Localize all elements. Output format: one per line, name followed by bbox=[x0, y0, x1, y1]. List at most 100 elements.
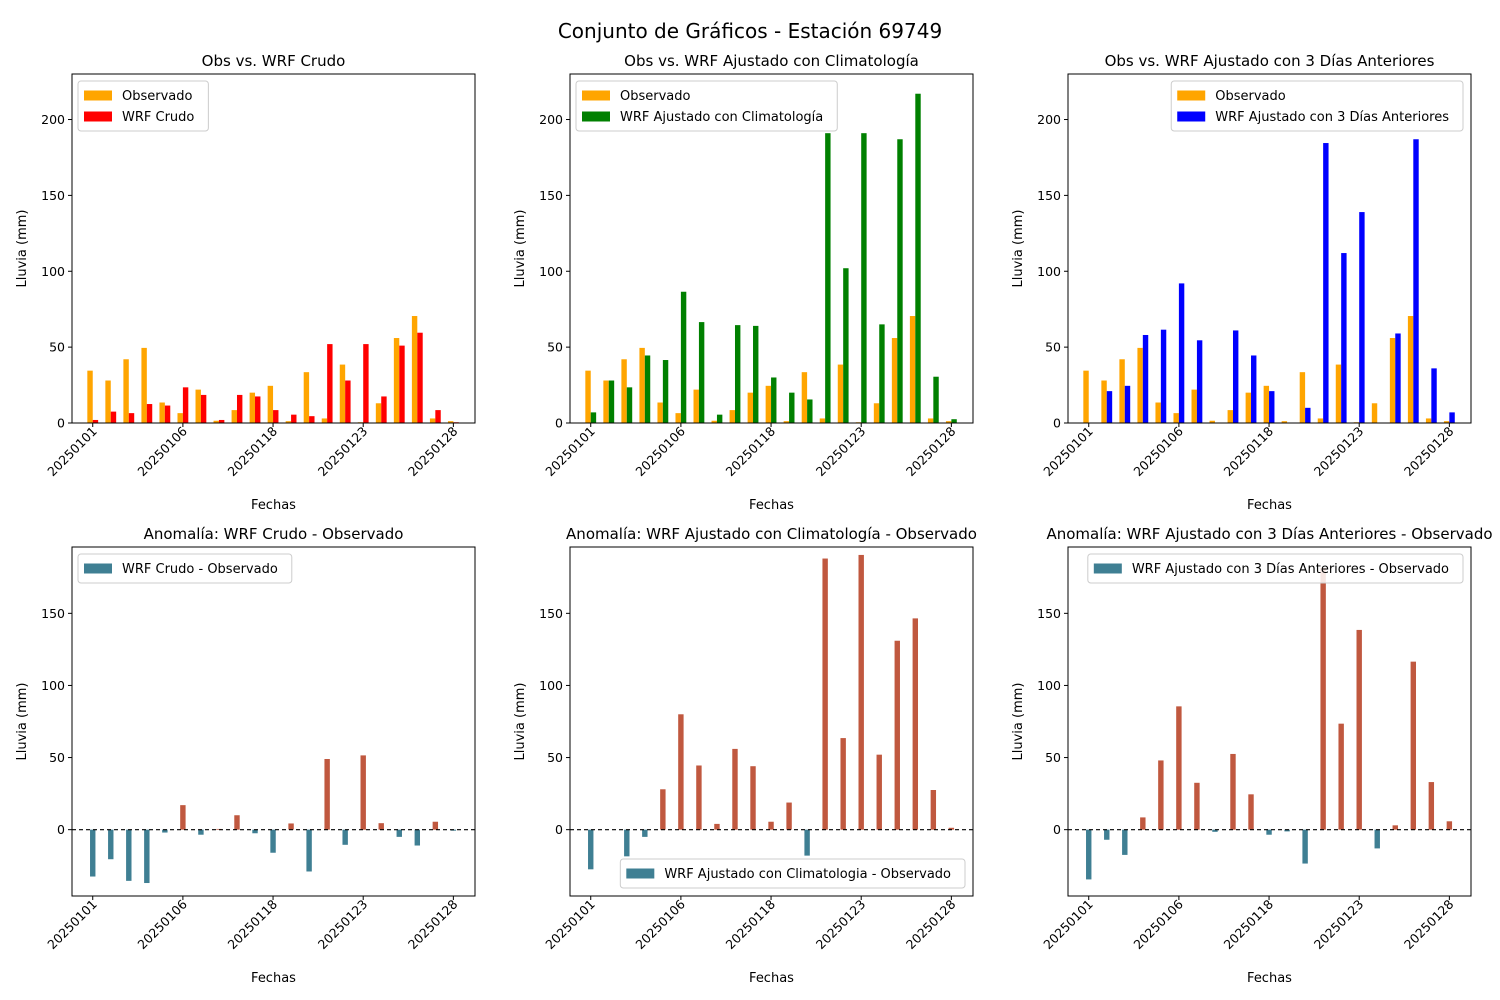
bar-wrf-8 bbox=[1232, 330, 1239, 423]
bar-wrf-15 bbox=[363, 344, 369, 423]
x-tick-label: 20250101 bbox=[44, 424, 100, 480]
anomaly-bar-5 bbox=[180, 805, 186, 830]
bar-observado-4 bbox=[657, 402, 663, 423]
chart-panel-6: 0 50 100 150 20250101 20250106 20250118 2025012… bbox=[1011, 525, 1493, 986]
bar-observado-5 bbox=[1173, 413, 1179, 423]
x-tick-label: 20250128 bbox=[903, 423, 959, 479]
anomaly-bar-18 bbox=[414, 829, 421, 846]
bar-wrf-11 bbox=[789, 392, 795, 423]
bar-wrf-0 bbox=[92, 419, 99, 423]
bar-observado-7 bbox=[711, 420, 717, 423]
x-tick-label: 20250101 bbox=[1040, 424, 1096, 480]
bar-observado-17 bbox=[393, 338, 400, 423]
bar-observado-12 bbox=[303, 372, 310, 423]
y-tick-label: 0 bbox=[57, 822, 65, 837]
bar-wrf-9 bbox=[753, 325, 759, 423]
bar-wrf-10 bbox=[771, 377, 777, 423]
bar-observado-0 bbox=[1083, 370, 1089, 423]
bars-group bbox=[1083, 139, 1455, 423]
legend-label: WRF Ajustado con 3 Días Anteriores bbox=[1215, 110, 1449, 125]
y-axis-label: Lluvia (mm) bbox=[513, 210, 528, 288]
bar-wrf-20 bbox=[951, 419, 957, 423]
legend-label: Observado bbox=[620, 89, 691, 104]
anomaly-bar-1 bbox=[108, 829, 114, 860]
legend-label: WRF Ajustado con 3 Días Anteriores - Obs… bbox=[1132, 562, 1449, 577]
panel-title: Obs vs. WRF Crudo bbox=[202, 52, 346, 70]
bar-wrf-1 bbox=[608, 380, 615, 423]
bar-observado-18 bbox=[411, 316, 418, 423]
legend-label: WRF Crudo bbox=[122, 110, 194, 125]
bar-wrf-8 bbox=[734, 325, 741, 423]
x-axis-label: Fechas bbox=[251, 971, 296, 986]
bar-observado-13 bbox=[1317, 418, 1324, 423]
anomaly-bar-0 bbox=[90, 829, 96, 877]
bar-wrf-7 bbox=[716, 414, 723, 423]
y-axis-label: Lluvia (mm) bbox=[513, 683, 528, 761]
bar-wrf-4 bbox=[1160, 329, 1167, 423]
legend-frame bbox=[77, 553, 293, 584]
legend-frame bbox=[619, 858, 966, 889]
x-axis-label: Fechas bbox=[1247, 498, 1292, 513]
anomaly-bar-14 bbox=[342, 829, 348, 845]
anomaly-bar-1 bbox=[1104, 829, 1110, 840]
anomaly-bar-5 bbox=[1176, 706, 1182, 830]
bar-observado-12 bbox=[801, 372, 808, 423]
anomaly-bar-17 bbox=[396, 829, 402, 837]
bar-observado-0 bbox=[87, 370, 93, 423]
bar-wrf-5 bbox=[680, 291, 687, 423]
anomaly-bar-16 bbox=[378, 823, 384, 830]
x-tick-label: 20250118 bbox=[1221, 423, 1277, 479]
y-axis-label: Lluvia (mm) bbox=[1011, 683, 1026, 761]
bar-wrf-19 bbox=[1431, 368, 1437, 423]
bar-wrf-18 bbox=[1413, 139, 1419, 423]
y-axis-label: Lluvia (mm) bbox=[15, 683, 30, 761]
anomaly-bar-18 bbox=[1410, 661, 1417, 830]
bar-observado-1 bbox=[603, 380, 609, 423]
x-tick-label: 20250123 bbox=[813, 424, 869, 480]
bar-wrf-11 bbox=[291, 414, 297, 423]
bar-wrf-17 bbox=[897, 139, 903, 423]
bar-observado-8 bbox=[729, 410, 735, 423]
anomaly-bar-12 bbox=[306, 829, 312, 872]
x-tick-label: 20250128 bbox=[1401, 423, 1457, 479]
y-tick-label: 200 bbox=[41, 112, 65, 127]
anomaly-bar-17 bbox=[894, 640, 900, 830]
anomaly-bar-6 bbox=[198, 829, 204, 835]
anomaly-bar-9 bbox=[1248, 794, 1254, 830]
bar-wrf-4 bbox=[164, 405, 171, 423]
anomaly-bar-2 bbox=[126, 829, 132, 881]
bar-observado-10 bbox=[1263, 385, 1270, 423]
bar-observado-3 bbox=[1137, 347, 1143, 423]
legend-label: Observado bbox=[1215, 89, 1286, 104]
bar-observado-3 bbox=[141, 347, 147, 423]
x-axis-label: Fechas bbox=[251, 498, 296, 513]
anomaly-bar-4 bbox=[162, 829, 168, 833]
bar-wrf-1 bbox=[1106, 391, 1113, 423]
anomaly-bar-8 bbox=[234, 815, 240, 830]
bar-observado-18 bbox=[1407, 316, 1414, 423]
bar-wrf-12 bbox=[807, 399, 813, 423]
y-tick-label: 0 bbox=[1053, 822, 1061, 837]
anomaly-bar-14 bbox=[840, 738, 846, 830]
bar-wrf-7 bbox=[218, 419, 225, 423]
anomaly-bar-17 bbox=[1392, 825, 1398, 830]
bar-wrf-19 bbox=[435, 410, 441, 423]
anomaly-bar-8 bbox=[1230, 753, 1236, 830]
anomaly-bar-3 bbox=[1140, 817, 1146, 830]
y-tick-label: 50 bbox=[547, 750, 563, 765]
chart-panel-4: 0 50 100 150 20250101 20250106 20250118 2025012… bbox=[15, 525, 476, 986]
bar-wrf-1 bbox=[110, 411, 117, 423]
legend-swatch bbox=[1177, 111, 1206, 122]
bar-observado-9 bbox=[747, 392, 754, 423]
y-tick-label: 100 bbox=[41, 678, 65, 693]
y-axis-label: Lluvia (mm) bbox=[15, 210, 30, 288]
y-tick-label: 0 bbox=[555, 822, 563, 837]
y-tick-label: 100 bbox=[1037, 678, 1061, 693]
bar-wrf-17 bbox=[1395, 333, 1401, 423]
x-axis-label: Fechas bbox=[749, 971, 794, 986]
anomaly-bar-0 bbox=[588, 829, 594, 870]
y-tick-label: 100 bbox=[539, 678, 563, 693]
x-tick-label: 20250101 bbox=[542, 897, 598, 953]
bars-group bbox=[1086, 567, 1453, 880]
bar-wrf-3 bbox=[644, 355, 651, 423]
